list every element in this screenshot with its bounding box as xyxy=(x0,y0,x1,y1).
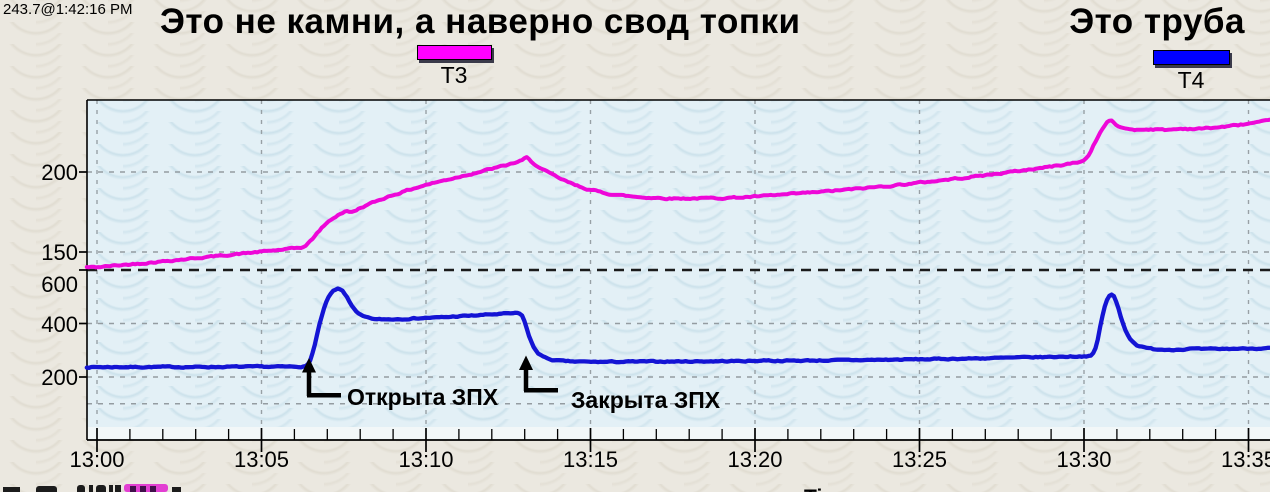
annotation-close-zph: Закрыта ЗПХ xyxy=(571,387,721,413)
legend-t3-color-swatch[interactable] xyxy=(417,45,492,60)
annotation-arrow-open xyxy=(302,358,341,398)
clipped-time-axis-label: Ti xyxy=(804,486,822,492)
x-tick-label: 13:30 xyxy=(1056,447,1112,472)
legend-t4-color-swatch[interactable] xyxy=(1153,50,1230,65)
clipped-statusbar-fragment xyxy=(150,486,156,492)
clipped-statusbar-fragment xyxy=(36,486,57,492)
y-tick-label: 600 xyxy=(41,272,78,297)
clipped-statusbar-fragment xyxy=(130,486,136,492)
x-tick-label: 13:15 xyxy=(562,447,619,472)
clipped-statusbar-fragment xyxy=(3,487,20,492)
clipped-statusbar-fragment xyxy=(109,485,113,492)
clipped-statusbar-fragment xyxy=(115,485,121,492)
minor-tick-strip xyxy=(87,427,1270,440)
annotation-arrow-close xyxy=(519,355,558,393)
title-pipe-note: Это труба xyxy=(1069,2,1245,41)
x-tick-label: 13:10 xyxy=(398,447,454,472)
clipped-statusbar-fragment xyxy=(140,486,146,492)
cursor-value-readout: 243.7@1:42:16 PM xyxy=(3,1,133,18)
y-tick-label: 200 xyxy=(41,365,78,390)
clipped-statusbar-fragment xyxy=(172,487,181,492)
x-tick-label: 13:35 xyxy=(1220,447,1270,472)
clipped-statusbar-fragment xyxy=(89,485,93,492)
plot-area[interactable] xyxy=(87,100,1270,427)
title-furnace-note: Это не камни, а наверно свод топки xyxy=(160,2,801,41)
series-t4-line xyxy=(84,286,1270,370)
clipped-statusbar-fragment xyxy=(96,485,106,492)
x-tick-label: 13:20 xyxy=(727,447,783,472)
x-tick-label: 13:25 xyxy=(891,447,948,472)
y-tick-label: 200 xyxy=(41,160,78,185)
legend-t4-label[interactable]: T4 xyxy=(1177,67,1205,93)
chart-graphics-layer xyxy=(79,99,1270,452)
clipped-statusbar-fragment xyxy=(77,485,85,492)
y-tick-label: 400 xyxy=(41,311,78,337)
series-t3-line xyxy=(84,117,1270,270)
annotation-open-zph: Открыта ЗПХ xyxy=(347,384,499,410)
legend-t3-label[interactable]: T3 xyxy=(440,62,468,88)
clipped-statusbar-highlight xyxy=(124,484,168,492)
x-tick-label: 13:05 xyxy=(233,447,290,472)
y-tick-label: 150 xyxy=(41,240,78,265)
x-tick-label: 13:00 xyxy=(69,447,125,472)
